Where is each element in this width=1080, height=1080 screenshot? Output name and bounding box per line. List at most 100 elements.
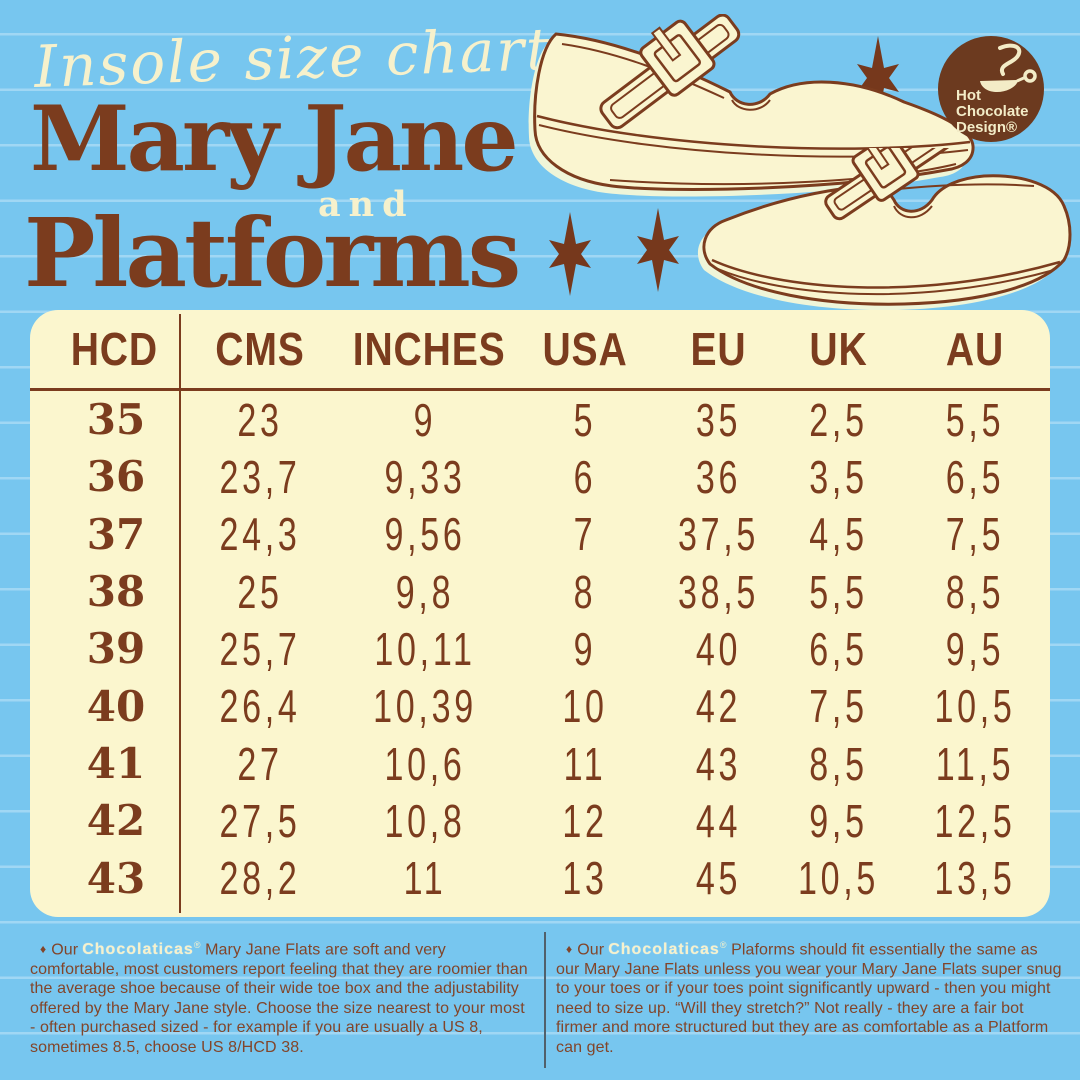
size-cell: 36 — [695, 450, 742, 503]
size-cell: 5,5 — [809, 565, 868, 618]
size-cell: 7,5 — [945, 508, 1005, 561]
size-cell: 10,6 — [384, 737, 466, 790]
size-cell: 5,5 — [945, 393, 1005, 446]
size-cell: 9,33 — [384, 450, 466, 503]
note-prefix: Our — [577, 941, 605, 959]
size-cell: 40 — [695, 622, 742, 675]
size-cell: 28,2 — [219, 852, 301, 905]
column-header-au: AU — [945, 323, 1005, 375]
size-cell: 10,11 — [374, 622, 476, 675]
size-cell: 11 — [563, 737, 607, 790]
size-cell: 10,5 — [934, 680, 1016, 733]
hcd-size-cell: 37 — [86, 509, 146, 559]
size-cell: 8,5 — [809, 737, 868, 790]
six-point-star-icon — [857, 36, 899, 120]
size-cell: 7 — [573, 508, 597, 561]
hcd-size-cell: 40 — [86, 681, 146, 731]
size-cell: 10,39 — [373, 680, 477, 733]
size-cell: 26,4 — [219, 680, 301, 733]
hcd-size-cell: 42 — [86, 796, 146, 846]
hcd-size-cell: 39 — [86, 624, 146, 674]
size-cell: 9,5 — [809, 794, 868, 847]
size-cell: 8 — [573, 565, 597, 618]
hot-chocolate-design-logo: Hot Chocolate Design® — [938, 36, 1044, 142]
column-header-uk: UK — [809, 323, 868, 375]
size-cell: 10,5 — [797, 852, 880, 905]
size-cell: 27,5 — [219, 794, 301, 847]
hcd-size-cell: 41 — [86, 739, 146, 789]
buckle-strap — [599, 14, 741, 130]
size-cell: 12,5 — [934, 794, 1016, 847]
note-platforms: ♦ Our Chocolaticas® Plaforms should fit es… — [556, 936, 1064, 1057]
column-header-usa: USA — [542, 323, 628, 375]
flat-mary-jane-shoe — [697, 148, 1072, 311]
buckle-strap — [824, 148, 958, 221]
size-cell: 6,5 — [945, 450, 1005, 503]
size-cell: 9 — [573, 622, 597, 675]
size-cell: 6,5 — [809, 622, 868, 675]
size-cell: 44 — [695, 794, 742, 847]
size-cell: 24,3 — [219, 508, 301, 561]
size-cell: 45 — [695, 852, 742, 905]
registered-mark: ® — [193, 940, 201, 950]
logo-line1: Hot — [956, 87, 981, 104]
size-cell: 10 — [562, 680, 608, 733]
hcd-size-cell: 36 — [86, 452, 146, 502]
size-cell: 11 — [403, 852, 447, 905]
diamond-bullet-icon: ♦ — [40, 942, 47, 957]
size-cell: 35 — [695, 393, 742, 446]
size-cell: 3,5 — [809, 450, 868, 503]
six-point-star-icon — [549, 212, 591, 296]
size-cell: 11,5 — [935, 737, 1015, 790]
size-cell: 7,5 — [809, 680, 868, 733]
size-cell: 23 — [237, 393, 283, 446]
hcd-size-cell: 38 — [86, 567, 146, 617]
notes-divider-line — [544, 932, 546, 1068]
column-divider-line — [179, 314, 181, 913]
logo-line3: Design® — [956, 119, 1017, 136]
logo-line2: Chocolate — [956, 103, 1029, 120]
six-point-star-icon — [637, 208, 679, 292]
column-header-cms: CMS — [215, 323, 305, 375]
diamond-bullet-icon: ♦ — [566, 942, 573, 957]
column-header-inches: INCHES — [352, 323, 506, 375]
chocolaticas-wordmark: Chocolaticas — [82, 941, 194, 959]
size-cell: 25 — [237, 565, 283, 618]
header-divider-line — [30, 388, 1050, 391]
size-cell: 37,5 — [677, 508, 760, 561]
size-cell: 9,8 — [395, 565, 455, 618]
size-cell: 25,7 — [219, 622, 301, 675]
registered-mark: ® — [719, 940, 727, 950]
hcd-size-cell: 35 — [86, 395, 146, 445]
size-chart-table: HCD CMS INCHES USA EU UK AU 35 23 9 5 35 2,5 5… — [30, 310, 1050, 917]
size-cell: 8,5 — [945, 565, 1005, 618]
size-cell: 4,5 — [809, 508, 868, 561]
title-and: and — [318, 184, 415, 225]
hot-chocolate-cup-icon — [980, 43, 1037, 93]
size-cell: 9,56 — [384, 508, 466, 561]
size-cell: 27 — [237, 737, 283, 790]
chocolaticas-wordmark: Chocolaticas — [608, 941, 720, 959]
size-chart-rows: 35 23 9 5 35 2,5 5,5 36 23,7 9,33 6 36 3,5 6,5 37 24,… — [30, 391, 1050, 907]
size-cell: 5 — [573, 393, 597, 446]
size-cell: 10,8 — [384, 794, 466, 847]
size-cell: 23,7 — [219, 450, 301, 503]
size-cell: 13,5 — [934, 852, 1016, 905]
column-header-hcd: HCD — [70, 323, 158, 375]
title-platforms: Platforms — [24, 198, 521, 309]
note-body: Plaforms should fit essentially the same… — [556, 941, 1062, 1056]
size-cell: 6 — [573, 450, 597, 503]
size-cell: 12 — [562, 794, 608, 847]
size-cell: 9,5 — [945, 622, 1005, 675]
column-header-eu: EU — [690, 323, 747, 375]
title-mary-jane: Mary Jane — [30, 86, 519, 192]
note-mary-jane-flats: ♦ Our Chocolaticas® Mary Jane Flats are so… — [30, 936, 530, 1057]
size-cell: 43 — [695, 737, 742, 790]
size-cell: 42 — [695, 680, 742, 733]
hcd-size-cell: 43 — [86, 853, 146, 903]
size-cell: 9 — [413, 393, 437, 446]
size-cell: 13 — [562, 852, 608, 905]
note-prefix: Our — [51, 941, 79, 959]
size-chart-header: HCD CMS INCHES USA EU UK AU — [30, 310, 1050, 388]
